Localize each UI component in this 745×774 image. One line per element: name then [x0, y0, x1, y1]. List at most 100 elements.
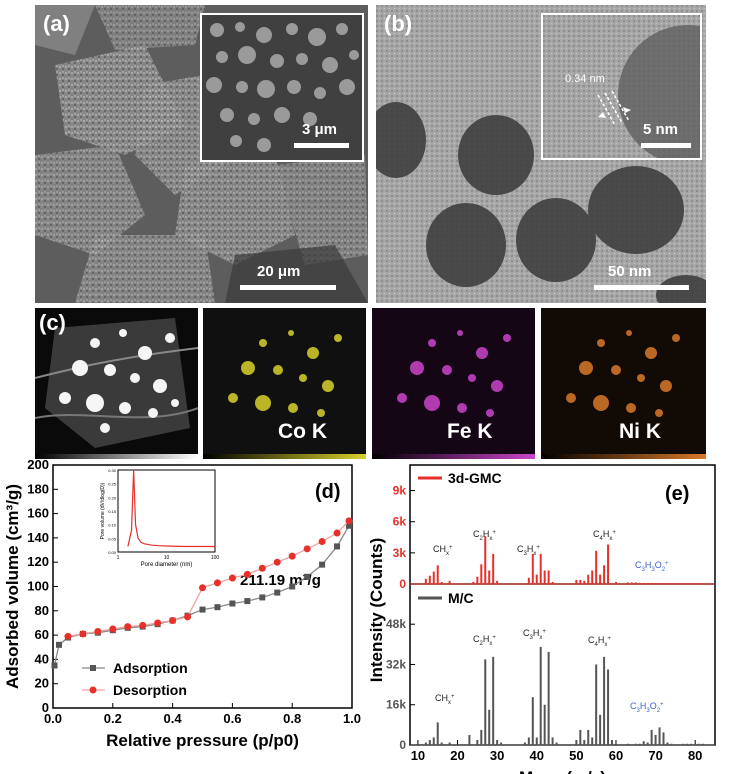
panel-e-label: (e) — [665, 483, 689, 505]
desorption-point — [64, 632, 72, 640]
y-tick-label: 0 — [42, 700, 49, 715]
desorption-point — [273, 558, 281, 566]
panel-a-label: (a) — [43, 11, 70, 36]
desorption-point — [318, 538, 326, 546]
top-c4-label: C4Hx+ — [593, 529, 616, 542]
main-scale-label: 50 nm — [608, 263, 652, 280]
desorption-point — [154, 619, 162, 627]
desorption-point — [184, 613, 192, 621]
main-scale-bar — [594, 285, 689, 290]
panel-c-haadf-image: (c) — [35, 308, 198, 454]
ni-map-label: Ni K — [619, 420, 661, 443]
panel-b-tem-image: 0.34 nm 5 nm (b) 50 nm — [376, 5, 706, 303]
inset-x-tick-label: 1 — [117, 555, 120, 561]
legend-desorption-marker — [89, 686, 97, 694]
bottom-y-tick-label: 16k — [386, 698, 406, 712]
x-tick-label: 70 — [648, 748, 662, 763]
x-tick-label: 20 — [450, 748, 464, 763]
top-c2-label: C2Hx+ — [473, 529, 496, 542]
top-y-tick-label: 3k — [393, 546, 407, 560]
x-tick-label: 0.2 — [104, 711, 122, 726]
adsorption-point — [51, 662, 58, 669]
x-tick-label: 0.6 — [223, 711, 241, 726]
bottom-y-tick-label: 48k — [386, 617, 406, 631]
legend-mc-label: M/C — [448, 590, 474, 606]
top-c3ho-label: C3H3O2+ — [635, 560, 669, 573]
adsorption-point — [274, 589, 281, 596]
y-tick-label: 120 — [27, 554, 49, 569]
ni-dots — [566, 330, 680, 417]
adsorption-point — [229, 600, 236, 607]
y-axis-label: Adsorbed volume (cm³/g) — [3, 484, 22, 689]
inset-y-tick-label: 0.15 — [108, 509, 117, 514]
inset-scale-label: 3 μm — [302, 121, 338, 138]
x-tick-label: 0.4 — [164, 711, 183, 726]
y-tick-label: 140 — [27, 530, 49, 545]
inset-y-tick-label: 0.30 — [108, 468, 117, 473]
y-axis-label: Intensity (Counts) — [370, 538, 386, 683]
desorption-point — [79, 630, 87, 638]
x-tick-label: 40 — [530, 748, 544, 763]
inset-y-tick-label: 0.00 — [108, 550, 117, 555]
x-axis-label: Mass (m/z) — [519, 768, 606, 774]
desorption-point — [199, 584, 206, 592]
co-colorbar — [203, 454, 366, 459]
inset-y-tick-label: 0.10 — [108, 523, 117, 528]
x-tick-label: 80 — [688, 748, 702, 763]
inset-y-axis-label: Pore volume (dV/dlog(D)) — [100, 482, 106, 539]
main-scale-label: 20 μm — [257, 263, 301, 280]
desorption-point — [213, 579, 221, 587]
top-y-tick-label: 0 — [399, 577, 406, 591]
y-tick-label: 60 — [35, 627, 49, 642]
bottom-c4-label: C4Hx+ — [588, 635, 611, 648]
legend-adsorption-label: Adsorption — [113, 660, 188, 676]
x-tick-label: 60 — [609, 748, 623, 763]
bottom-y-tick-label: 32k — [386, 657, 406, 671]
chart-e: 0 3k 6k 9k 0 16k 32k 48k 10 20 30 40 50 60 70 80 Mass (m… — [370, 464, 716, 774]
desorption-point — [303, 545, 311, 553]
inset-pore-line — [127, 469, 215, 548]
legend-adsorption-marker — [90, 665, 96, 671]
inset-x-tick-label: 10 — [164, 555, 170, 561]
x-tick-label: 50 — [569, 748, 583, 763]
adsorption-point — [319, 561, 326, 568]
desorption-point — [258, 564, 266, 572]
inset-particles — [202, 15, 362, 160]
desorption-point — [243, 570, 251, 578]
lattice-label: 0.34 nm — [565, 73, 605, 85]
desorption-point — [288, 552, 296, 560]
x-tick-label: 0.0 — [44, 711, 62, 726]
desorption-point — [345, 517, 353, 525]
bottom-y-tick-label: 0 — [399, 738, 406, 752]
bottom-c2-label: C2Hx+ — [473, 634, 496, 647]
x-tick-label: 30 — [490, 748, 504, 763]
ni-map: Ni K — [541, 308, 706, 454]
fe-map: Fe K — [372, 308, 535, 454]
adsorption-point — [199, 606, 206, 613]
inset-x-tick-label: 100 — [211, 555, 220, 561]
adsorption-point — [334, 543, 341, 550]
bet-area-annotation: 211.19 m²/g — [240, 572, 321, 589]
x-tick-label: 0.8 — [283, 711, 301, 726]
y-tick-label: 20 — [35, 676, 49, 691]
desorption-point — [333, 529, 341, 537]
desorption-point — [109, 625, 117, 633]
inset-y-tick-label: 0.20 — [108, 495, 117, 500]
y-tick-label: 40 — [35, 651, 49, 666]
ni-colorbar — [541, 454, 706, 459]
co-map-label: Co K — [278, 420, 327, 443]
inset-y-tick-label: 0.05 — [108, 536, 117, 541]
adsorption-point — [214, 604, 221, 611]
co-dots — [228, 330, 342, 417]
inset-lattice — [543, 15, 700, 158]
bottom-ch-label: CHx+ — [435, 693, 455, 706]
panel-b-label: (b) — [384, 11, 413, 36]
y-tick-label: 180 — [27, 481, 49, 496]
desorption-point — [124, 623, 132, 631]
adsorption-point — [304, 573, 311, 580]
panel-c-label: (c) — [39, 310, 66, 335]
haadf-colorbar — [35, 454, 198, 459]
fe-dots — [397, 330, 511, 417]
adsorption-point — [289, 583, 296, 590]
desorption-point — [228, 574, 236, 582]
